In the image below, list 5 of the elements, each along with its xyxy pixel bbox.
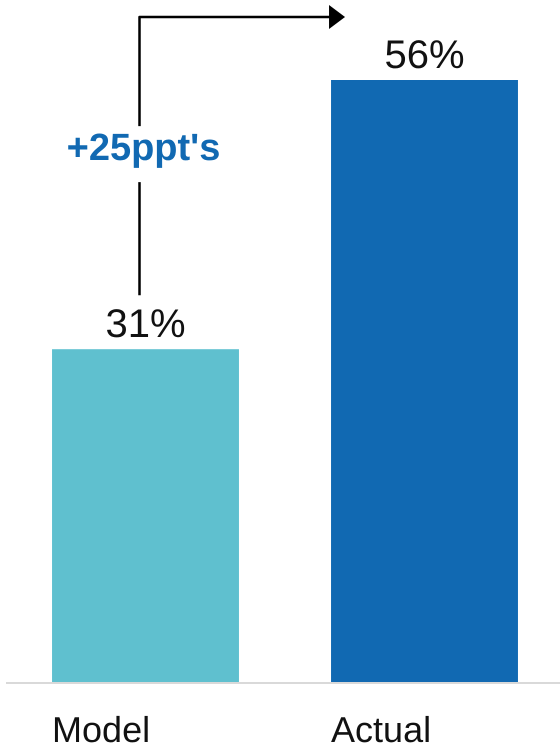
data-label: 56%: [384, 33, 465, 77]
x-tick-label: Model: [52, 709, 150, 750]
data-label: 31%: [105, 302, 186, 346]
annotation: +25ppt's: [66, 127, 220, 170]
x-tick-label: Actual: [331, 709, 432, 750]
